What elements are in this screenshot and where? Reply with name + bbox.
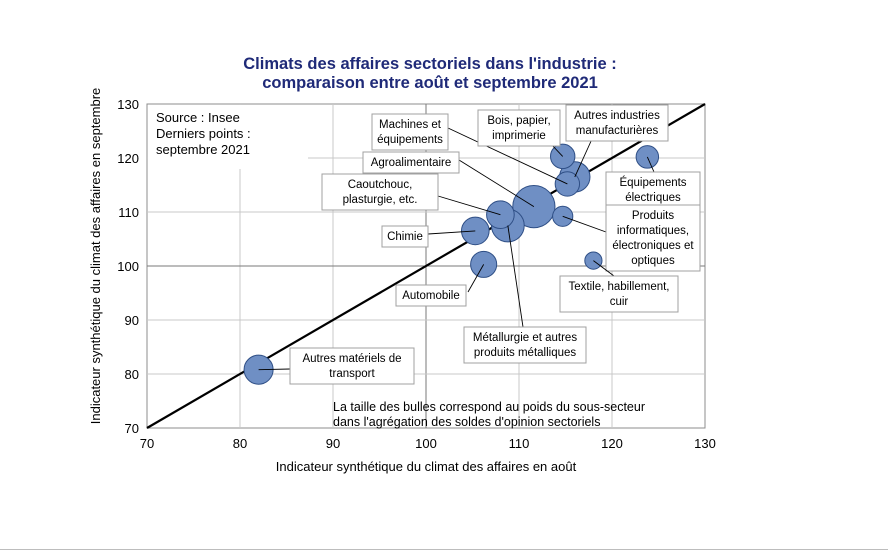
source-text: septembre 2021 — [156, 142, 250, 157]
label-box — [605, 204, 701, 272]
label-box — [477, 109, 561, 147]
y-tick-label: 70 — [125, 421, 139, 436]
leader-line — [507, 225, 524, 328]
bubble — [635, 145, 660, 169]
bubble-label: plasturgie, etc. — [343, 194, 418, 206]
leader-line — [458, 159, 535, 207]
chart-title: Climats des affaires sectoriels dans l'i… — [243, 55, 616, 73]
bubble-label: électroniques et — [612, 240, 694, 252]
bubble-label: imprimerie — [492, 130, 546, 142]
bubble-label: transport — [329, 368, 375, 380]
bubble-label: Caoutchouc, — [348, 179, 413, 191]
leader-line — [447, 127, 568, 185]
leader-line — [258, 368, 291, 371]
y-tick-label: 90 — [125, 313, 139, 328]
label-box — [605, 171, 701, 209]
leader-line — [646, 156, 655, 173]
label-box — [381, 225, 429, 248]
bubble-label: Automobile — [402, 290, 460, 302]
x-tick-label: 90 — [326, 436, 340, 451]
leader-line — [427, 230, 476, 235]
leader-line — [574, 138, 593, 178]
label-box — [395, 284, 467, 307]
leader-line — [467, 264, 485, 293]
bubble-label: Équipements — [619, 176, 686, 189]
bubble-label: Autres matériels de — [302, 353, 401, 365]
bubble-label: Agroalimentaire — [371, 157, 452, 169]
bubble-label: optiques — [631, 255, 675, 267]
label-box — [371, 113, 449, 151]
y-tick-label: 110 — [118, 205, 139, 220]
note-text: dans l'agrégation des soldes d'opinion s… — [333, 415, 600, 429]
x-tick-label: 100 — [415, 436, 437, 451]
label-box — [321, 173, 439, 211]
y-axis-label: Indicateur synthétique du climat des aff… — [88, 88, 103, 425]
bubble-label: Machines et — [379, 119, 442, 131]
bubble — [470, 250, 498, 278]
y-tick-label: 130 — [117, 97, 139, 112]
x-tick-label: 130 — [694, 436, 716, 451]
y-tick-label: 100 — [117, 259, 139, 274]
bubble-label: équipements — [377, 134, 443, 146]
label-box — [565, 104, 669, 142]
x-tick-label: 110 — [509, 436, 530, 451]
bubble — [552, 205, 574, 227]
reference-diagonal — [146, 103, 706, 429]
label-box — [362, 151, 460, 174]
source-text: Source : Insee — [156, 110, 240, 125]
leader-line — [593, 260, 615, 277]
x-axis-label: Indicateur synthétique du climat des aff… — [276, 459, 577, 474]
x-tick-label: 120 — [601, 436, 623, 451]
bottom-divider — [0, 549, 888, 550]
bubble-label: Autres industries — [574, 110, 660, 122]
bubble-label: Textile, habillement, — [569, 281, 670, 293]
leader-line — [437, 195, 501, 216]
x-tick-label: 80 — [233, 436, 247, 451]
bubble-label: Métallurgie et autres — [473, 332, 577, 344]
bubble-label: Bois, papier, — [487, 115, 550, 127]
bubble-label: Chimie — [387, 231, 423, 243]
bubble-label: produits métalliques — [474, 347, 577, 359]
bubble-label: manufacturières — [576, 125, 659, 137]
leader-line — [562, 215, 607, 233]
bubble-label: électriques — [625, 192, 681, 204]
label-box — [289, 347, 415, 385]
bubble-label: Produits — [632, 210, 674, 222]
label-box — [559, 275, 679, 313]
label-box — [463, 326, 587, 364]
bubble-label: cuir — [610, 296, 629, 308]
y-tick-label: 80 — [125, 367, 139, 382]
bubble-label: informatiques, — [617, 225, 689, 237]
y-tick-label: 120 — [117, 151, 139, 166]
note-text: La taille des bulles correspond au poids… — [333, 400, 645, 414]
source-text: Derniers points : — [156, 126, 251, 141]
x-tick-label: 70 — [140, 436, 154, 451]
chart-title: comparaison entre août et septembre 2021 — [262, 74, 598, 92]
source-box — [148, 105, 308, 169]
